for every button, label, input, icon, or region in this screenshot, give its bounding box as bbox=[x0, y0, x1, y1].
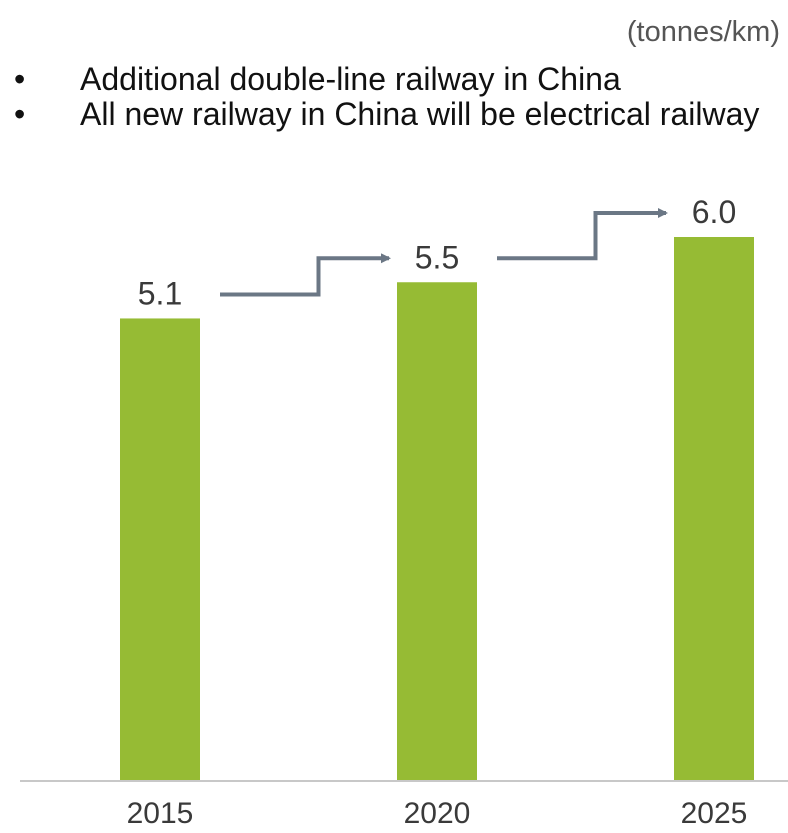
bullet-list: • Additional double-line railway in Chin… bbox=[0, 62, 788, 132]
bars-layer bbox=[120, 237, 754, 780]
unit-label: (tonnes/km) bbox=[626, 16, 780, 48]
bar-2015 bbox=[120, 318, 200, 780]
bullet-dot: • bbox=[14, 96, 26, 132]
connectors-layer bbox=[220, 208, 668, 297]
bullet-text: All new railway in China will be electri… bbox=[80, 96, 760, 132]
x-tick-label-2015: 2015 bbox=[127, 797, 194, 830]
bar-2020 bbox=[397, 282, 477, 780]
growth-arrow-2015-2020 bbox=[220, 253, 391, 297]
bar-2025 bbox=[674, 237, 754, 780]
value-label-2020: 5.5 bbox=[415, 239, 459, 275]
value-label-2025: 6.0 bbox=[692, 194, 736, 230]
x-tick-label-2020: 2020 bbox=[404, 797, 471, 830]
growth-arrow-2020-2025 bbox=[497, 208, 668, 261]
value-label-2015: 5.1 bbox=[138, 275, 182, 311]
bullet-item: • Additional double-line railway in Chin… bbox=[0, 62, 760, 97]
bullet-text: Additional double-line railway in China bbox=[80, 61, 621, 97]
bullet-item: • All new railway in China will be elect… bbox=[0, 97, 760, 132]
bullet-dot: • bbox=[14, 61, 26, 97]
labels-layer: 5.1 2015 5.5 2020 6.0 2025 bbox=[127, 194, 748, 830]
x-tick-label-2025: 2025 bbox=[681, 797, 748, 830]
